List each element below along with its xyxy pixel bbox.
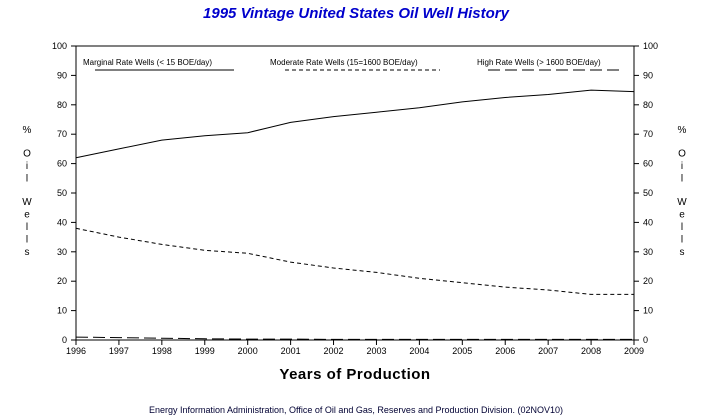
x-tick-label: 2001 (281, 346, 301, 356)
x-tick-label: 2004 (409, 346, 429, 356)
y-tick-label-right: 30 (643, 247, 653, 257)
y-tick-label-right: 70 (643, 129, 653, 139)
x-tick-label: 2002 (324, 346, 344, 356)
legend-label-marginal: Marginal Rate Wells (< 15 BOE/day) (83, 58, 212, 67)
y-tick-label-right: 90 (643, 70, 653, 80)
x-tick-label: 2005 (452, 346, 472, 356)
y-tick-label-left: 70 (57, 129, 67, 139)
y-axis-label-char: l (26, 174, 28, 185)
y-axis-label-char: i (681, 161, 683, 172)
x-tick-label: 1996 (66, 346, 86, 356)
series-lines (75, 89, 635, 340)
chart-title: 1995 Vintage United States Oil Well Hist… (203, 5, 510, 22)
y-tick-label-right: 0 (643, 335, 648, 345)
y-tick-label-left: 30 (57, 247, 67, 257)
footer-source: Energy Information Administration, Offic… (149, 405, 563, 415)
y-tick-label-left: 90 (57, 70, 67, 80)
y-axis-label-char: e (679, 210, 685, 221)
series-line-high (75, 336, 634, 340)
y-axis-label-char: O (678, 149, 686, 160)
x-tick-label: 2009 (624, 346, 644, 356)
y-axis-label-char: l (681, 235, 683, 246)
x-tick-label: 2003 (366, 346, 386, 356)
series-line-moderate (75, 227, 634, 295)
y-tick-label-right: 20 (643, 276, 653, 286)
y-tick-label-left: 80 (57, 100, 67, 110)
y-tick-label-right: 50 (643, 188, 653, 198)
y-tick-label-left: 100 (52, 41, 67, 51)
y-axis-right: 0 10 20 30 40 50 60 70 80 90 100 (634, 41, 658, 345)
y-tick-label-left: 40 (57, 217, 67, 227)
y-axis-label-char: W (22, 197, 32, 208)
y-axis-label-char: s (25, 247, 30, 258)
x-tick-label: 1998 (152, 346, 172, 356)
x-axis-label: Years of Production (279, 366, 430, 383)
y-axis-left: 0 10 20 30 40 50 60 70 80 90 100 (52, 41, 76, 345)
y-axis-label-char: O (23, 149, 31, 160)
legend-label-moderate: Moderate Rate Wells (15=1600 BOE/day) (270, 58, 418, 67)
x-tick-label: 2008 (581, 346, 601, 356)
y-axis-label-char: l (681, 222, 683, 233)
x-tick-label: 2007 (538, 346, 558, 356)
legend-label-high: High Rate Wells (> 1600 BOE/day) (477, 58, 601, 67)
y-tick-label-right: 10 (643, 306, 653, 316)
y-tick-label-left: 10 (57, 306, 67, 316)
y-tick-label-left: 20 (57, 276, 67, 286)
y-tick-label-right: 40 (643, 217, 653, 227)
y-tick-label-left: 60 (57, 159, 67, 169)
y-tick-label-right: 80 (643, 100, 653, 110)
y-tick-label-right: 100 (643, 41, 658, 51)
series-line-marginal (75, 89, 635, 159)
x-tick-label: 1997 (109, 346, 129, 356)
y-axis-label-char: e (24, 210, 30, 221)
y-axis-label-char: l (26, 222, 28, 233)
y-axis-label-char: W (677, 197, 687, 208)
plot-frame (75, 45, 635, 341)
y-tick-label-left: 50 (57, 188, 67, 198)
y-axis-label-char: % (23, 125, 32, 136)
y-axis-label-char: l (681, 174, 683, 185)
y-axis-label-char: i (26, 161, 28, 172)
y-tick-label-left: 0 (62, 335, 67, 345)
legend: Marginal Rate Wells (< 15 BOE/day) Moder… (83, 58, 620, 71)
y-axis-label-char: s (680, 247, 685, 258)
x-axis: 1996 1997 1998 1999 2000 2001 2002 2003 2004 2005… (66, 340, 644, 356)
y-axis-label-char: % (678, 125, 687, 136)
x-tick-label: 2006 (495, 346, 515, 356)
x-tick-label: 2000 (238, 346, 258, 356)
x-tick-label: 1999 (195, 346, 215, 356)
y-tick-label-right: 60 (643, 159, 653, 169)
y-axis-label-char: l (26, 235, 28, 246)
